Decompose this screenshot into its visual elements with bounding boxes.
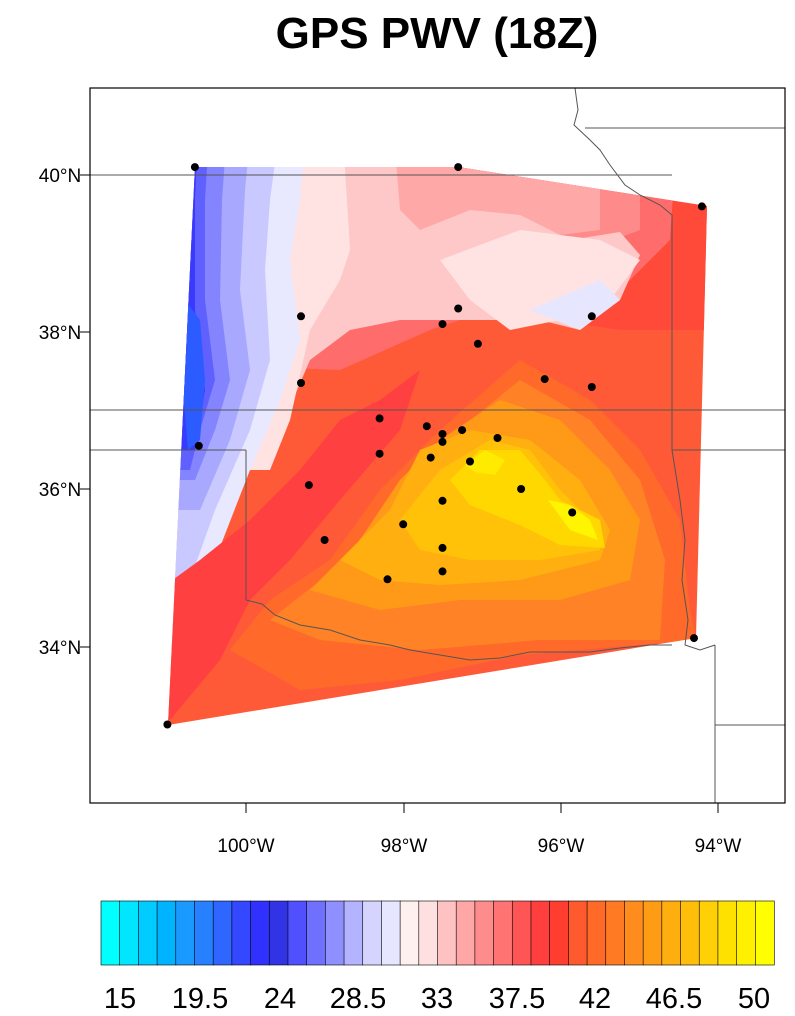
gps-station-marker xyxy=(473,339,482,348)
colorbar-swatch xyxy=(343,900,364,966)
gps-station-marker xyxy=(426,453,435,462)
gps-station-marker xyxy=(540,375,549,384)
colorbar-swatch xyxy=(605,900,626,966)
colorbar-swatch xyxy=(231,900,252,966)
colorbar-swatch xyxy=(212,900,233,966)
gps-station-marker xyxy=(304,481,313,490)
gps-station-marker xyxy=(454,163,463,172)
gps-station-marker xyxy=(438,437,447,446)
gps-station-marker xyxy=(493,434,502,442)
gps-station-marker xyxy=(297,312,305,321)
colorbar-swatch xyxy=(680,900,700,966)
colorbar-swatch xyxy=(175,900,196,966)
colorbar-label: 33 xyxy=(421,983,453,1015)
colorbar-swatch xyxy=(362,900,383,966)
colorbar-label: 42 xyxy=(579,983,611,1015)
map-title: GPS PWV (18Z) xyxy=(276,9,599,58)
colorbar-swatch xyxy=(268,900,289,966)
colorbar-swatch xyxy=(194,900,214,966)
colorbar-label: 28.5 xyxy=(330,983,386,1015)
gps-station-marker xyxy=(422,422,431,431)
colorbar xyxy=(100,900,775,966)
lat-label-36: 36°N xyxy=(39,480,81,501)
gps-station-marker xyxy=(383,575,392,584)
colorbar-swatch xyxy=(455,900,476,966)
colorbar-swatch xyxy=(138,900,158,966)
colorbar-swatch xyxy=(325,900,345,966)
colorbar-swatch xyxy=(119,900,139,966)
lon-label-96: 96°W xyxy=(538,836,585,857)
gps-station-marker xyxy=(190,163,199,172)
colorbar-swatch xyxy=(568,900,588,966)
gps-station-marker xyxy=(690,634,698,643)
colorbar-label: 24 xyxy=(264,983,296,1015)
colorbar-label: 46.5 xyxy=(646,983,702,1015)
colorbar-label: 37.5 xyxy=(489,983,545,1015)
lon-label-94: 94°W xyxy=(695,836,742,857)
colorbar-swatch xyxy=(549,900,569,966)
colorbar-swatch xyxy=(287,900,308,966)
gps-station-marker xyxy=(438,430,447,438)
gps-station-marker xyxy=(297,379,305,387)
colorbar-swatch xyxy=(493,900,513,966)
gps-station-marker xyxy=(438,496,447,505)
colorbar-swatch xyxy=(250,900,270,966)
colorbar-swatch xyxy=(530,900,551,966)
colorbar-swatch xyxy=(437,900,457,966)
gps-station-marker xyxy=(438,543,447,552)
gps-station-marker xyxy=(454,304,463,313)
gps-station-marker xyxy=(568,508,577,517)
colorbar-swatch xyxy=(156,900,177,966)
colorbar-swatch xyxy=(624,900,644,966)
lon-label-100: 100°W xyxy=(217,836,274,857)
colorbar-swatch xyxy=(306,900,326,966)
colorbar-swatch xyxy=(474,900,495,966)
colorbar-swatch xyxy=(418,900,439,966)
gps-station-marker xyxy=(458,426,467,435)
gps-station-marker xyxy=(587,383,596,391)
colorbar-swatch xyxy=(381,900,401,966)
colorbar-swatch xyxy=(661,900,682,966)
colorbar-labels: 15 19.5 24 28.5 33 37.5 42 46.5 50 xyxy=(104,983,770,1015)
gps-stations xyxy=(163,163,706,729)
lat-label-34: 34°N xyxy=(39,638,81,659)
lat-label-40: 40°N xyxy=(39,166,81,187)
gps-station-marker xyxy=(697,202,706,211)
gps-station-marker xyxy=(194,441,203,450)
colorbar-swatch xyxy=(755,900,775,966)
lat-label-38: 38°N xyxy=(39,323,81,344)
colorbar-swatch xyxy=(100,900,121,966)
gps-station-marker xyxy=(587,312,596,321)
lon-axis xyxy=(245,803,719,813)
gps-station-marker xyxy=(163,720,172,729)
colorbar-swatch xyxy=(698,900,719,966)
colorbar-label: 50 xyxy=(738,983,770,1015)
gps-station-marker xyxy=(438,320,447,329)
gps-station-marker xyxy=(466,457,474,466)
colorbar-swatch xyxy=(736,900,756,966)
colorbar-swatch xyxy=(642,900,663,966)
colorbar-swatch xyxy=(399,900,420,966)
colorbar-label: 19.5 xyxy=(172,983,228,1015)
gps-station-marker xyxy=(399,520,408,529)
gps-station-marker xyxy=(438,567,447,576)
gps-station-marker xyxy=(375,414,384,423)
colorbar-swatch xyxy=(586,900,607,966)
lat-axis xyxy=(80,174,90,648)
lon-label-98: 98°W xyxy=(381,836,428,857)
colorbar-swatch xyxy=(717,900,738,966)
map-border xyxy=(89,87,786,804)
gps-station-marker xyxy=(517,485,526,493)
colorbar-label: 15 xyxy=(104,983,136,1015)
gps-station-marker xyxy=(375,449,384,458)
gps-station-marker xyxy=(320,536,329,544)
colorbar-swatch xyxy=(511,900,532,966)
state-boundaries xyxy=(90,88,785,803)
